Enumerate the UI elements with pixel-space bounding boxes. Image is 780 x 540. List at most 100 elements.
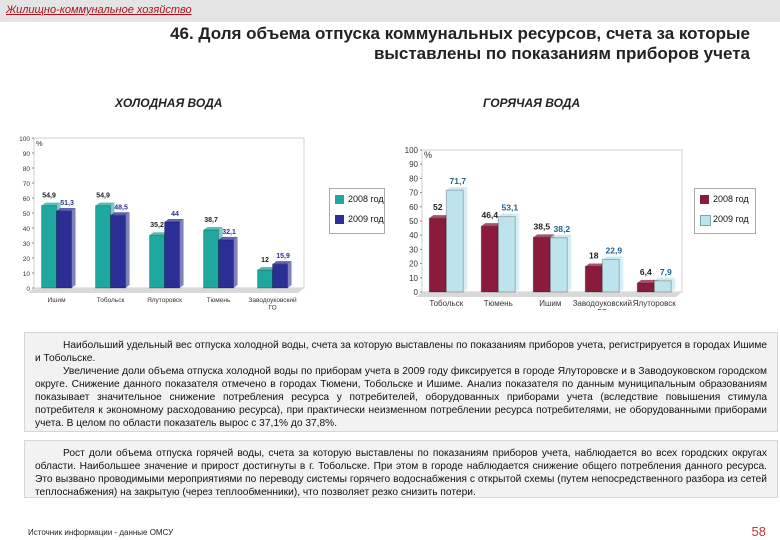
bar-top [164, 219, 184, 222]
bar [532, 236, 551, 293]
legend-label-2009: 2009 год [713, 214, 749, 224]
bar-top [481, 223, 503, 227]
bar [445, 189, 464, 293]
legend-item-2008: 2008 год [330, 189, 384, 209]
bar [95, 205, 112, 289]
category-label: Заводоуковский [573, 299, 632, 308]
y-tick-label: 50 [409, 217, 418, 226]
cold-water-chart: 0 10 20 30 40 50 60 70 80 90 100% 54,9 51,3 Ишим 54,9 4… [6, 130, 386, 310]
category-label: Ялуторовск [633, 299, 677, 308]
category-label: Ишим [48, 297, 67, 304]
data-label: 22,9 [606, 245, 623, 255]
y-tick-label: 70 [23, 181, 31, 188]
category-label: Тюмень [484, 299, 513, 308]
data-label: 71,7 [450, 176, 467, 186]
y-tick-label: 90 [23, 151, 31, 158]
category-label: Заводоуковский [248, 296, 297, 304]
bar-side [671, 277, 676, 292]
section-label[interactable]: Жилищно-коммунальное хозяйство [6, 4, 192, 16]
bar [149, 234, 166, 289]
legend-label-2009: 2009 год [348, 214, 384, 224]
category-label: Тюмень [207, 297, 231, 304]
bar-top [272, 261, 292, 265]
legend-swatch-2008 [335, 195, 344, 204]
category-label: Тобольск [429, 299, 463, 308]
y-tick-label: 80 [23, 166, 31, 173]
y-tick-label: 60 [409, 203, 418, 212]
data-label: 35,2 [150, 222, 164, 229]
bar [41, 205, 58, 289]
page-title-line1: 46. Доля объема отпуска коммунальных рес… [170, 24, 750, 43]
bar-top [203, 226, 223, 230]
data-label: 18 [589, 250, 599, 260]
bar [653, 280, 672, 293]
y-tick-label: 30 [409, 245, 418, 254]
top-bar [0, 0, 780, 22]
data-label: 52 [433, 202, 443, 212]
commentary-paragraph: Увеличение доли объема отпуска холодной … [35, 366, 767, 429]
plot-floor [28, 288, 304, 293]
bar [110, 214, 127, 289]
y-tick-label: 40 [23, 226, 31, 233]
bar-side [287, 261, 292, 288]
data-label: 54,9 [42, 193, 56, 200]
bar-side [233, 236, 238, 288]
legend-label-2008: 2008 год [713, 194, 749, 204]
bar [257, 269, 274, 289]
legend-swatch-2009 [700, 215, 711, 226]
bar-side [567, 234, 572, 292]
data-label: 38,5 [534, 221, 551, 231]
data-label: 6,4 [640, 267, 652, 277]
legend-swatch-2008 [700, 195, 709, 204]
data-label: 54,9 [96, 193, 110, 200]
y-tick-label: 30 [23, 241, 31, 248]
legend-label-2008: 2008 год [348, 194, 384, 204]
bar-top [585, 263, 607, 267]
hot-water-subhead: ГОРЯЧАЯ ВОДА [483, 96, 581, 110]
bar-side [71, 208, 76, 288]
category-label: ГО [268, 305, 276, 311]
bar-top [637, 279, 659, 283]
y-tick-label: 10 [409, 274, 418, 283]
bar-top [110, 212, 130, 216]
bar-top [446, 187, 468, 191]
bar-top [498, 213, 520, 217]
bar [584, 265, 603, 293]
category-label: ГО [597, 308, 607, 310]
bar [203, 229, 220, 289]
y-tick-label: 10 [23, 271, 31, 278]
bar-side [463, 187, 468, 292]
page-title: 46. Доля объема отпуска коммунальных рес… [120, 24, 750, 64]
data-label: 7,9 [660, 267, 672, 277]
y-tick-label: 20 [23, 256, 31, 263]
commentary-paragraph: Рост доли объема отпуска горячей воды, с… [35, 448, 767, 498]
y-tick-label: 70 [409, 189, 418, 198]
bar-top [218, 236, 238, 240]
bar-top [149, 232, 169, 236]
category-label: Ишим [539, 299, 561, 308]
data-label: 44 [171, 211, 179, 218]
data-label: 38,7 [204, 217, 218, 224]
legend-swatch-2009 [335, 215, 344, 224]
bar-side [619, 256, 624, 292]
data-label: 48,5 [114, 204, 128, 211]
bar [497, 216, 516, 293]
data-label: 15,9 [276, 253, 290, 260]
hot-water-legend: 2008 год 2009 год [694, 188, 756, 234]
cold-water-commentary: Наибольший удельный вес отпуска холодной… [24, 332, 778, 432]
category-label: Тобольск [97, 296, 125, 304]
bar-top [95, 202, 115, 206]
bar [549, 237, 568, 293]
bar-top [550, 234, 572, 238]
bar [56, 210, 73, 289]
bar [480, 225, 499, 293]
bar-top [41, 202, 61, 206]
bar-top [654, 277, 676, 281]
bar [218, 239, 235, 289]
bar-side [179, 219, 184, 288]
legend-item-2008: 2008 год [695, 189, 755, 209]
y-tick-label: 100 [19, 136, 30, 143]
data-label: 12 [261, 257, 269, 264]
cold-water-chart-svg: 0 10 20 30 40 50 60 70 80 90 100 % 54,9 51,3 Ишим 54,9 4… [19, 136, 305, 311]
y-tick-label: 0 [26, 286, 30, 293]
